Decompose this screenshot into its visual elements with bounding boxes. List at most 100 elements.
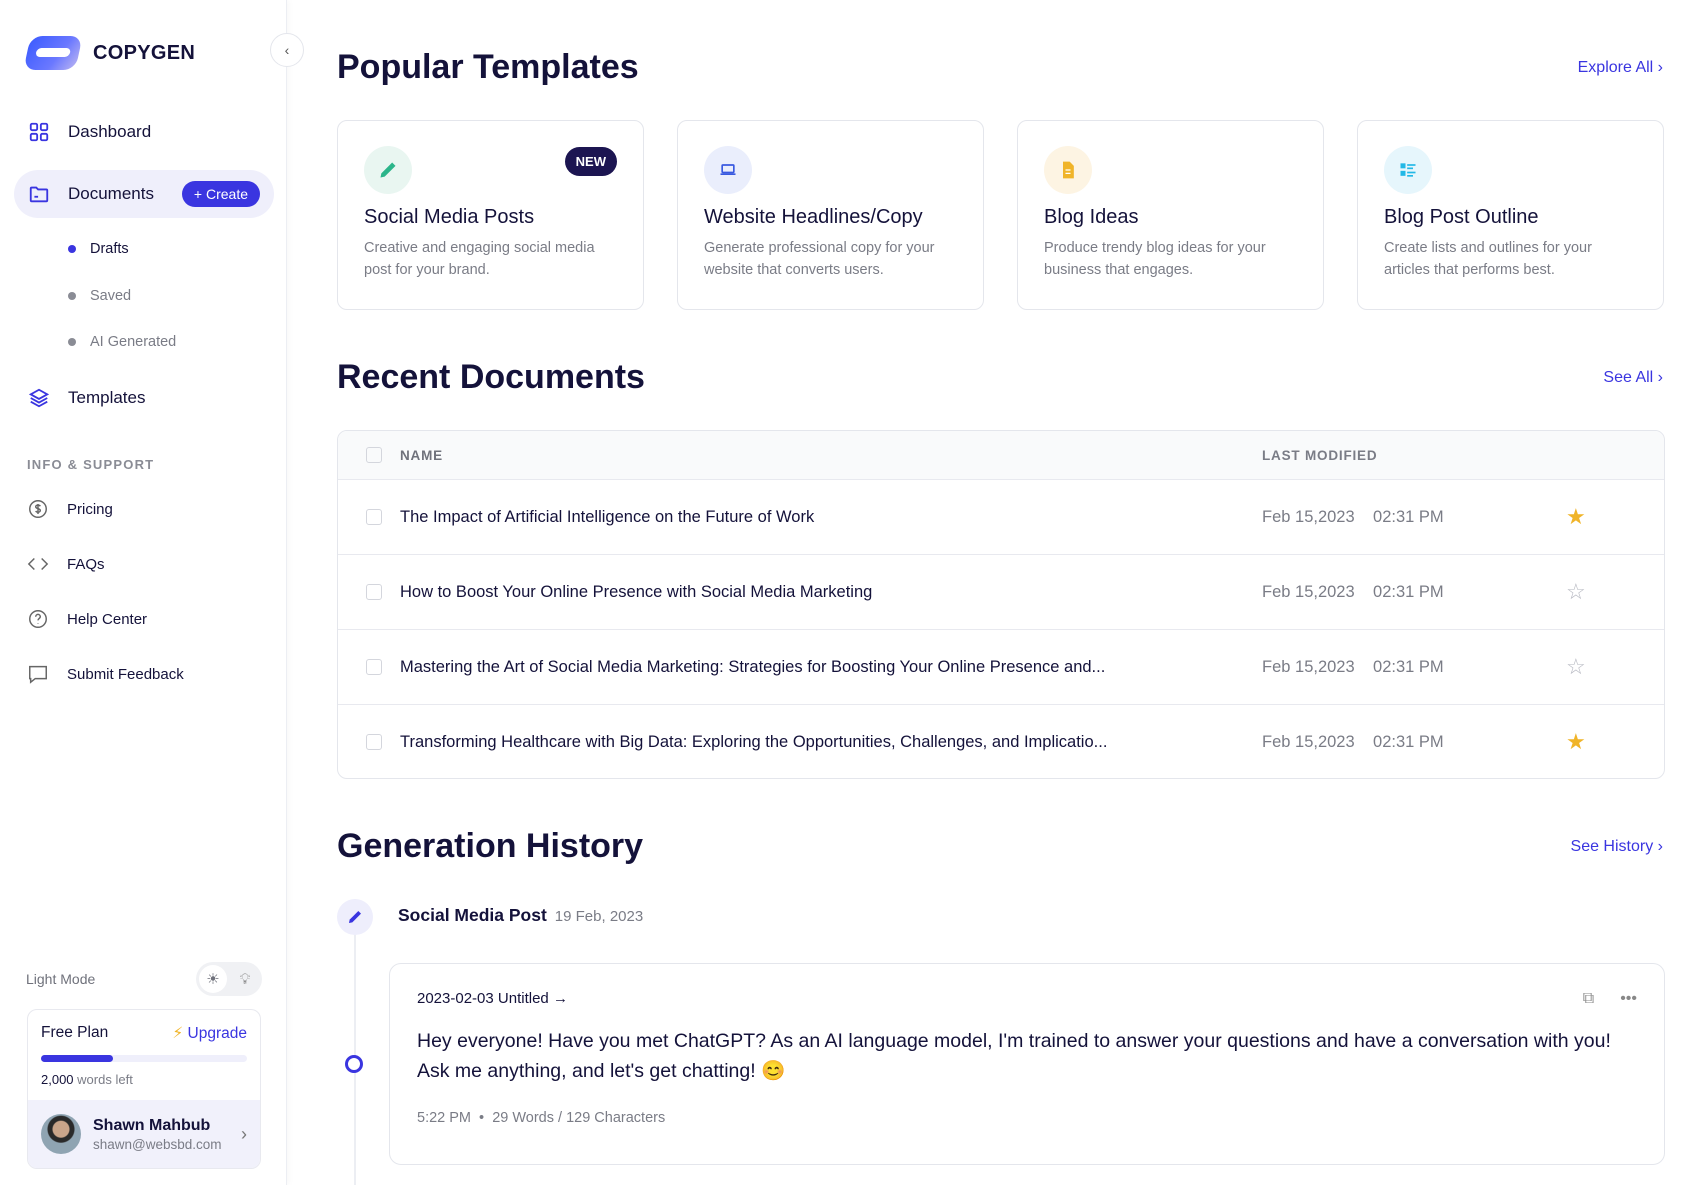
sidebar-item-help-center[interactable]: Help Center xyxy=(27,608,147,630)
chevron-right-icon: › xyxy=(241,1123,247,1144)
table-row[interactable]: Transforming Healthcare with Big Data: E… xyxy=(338,704,1664,778)
template-title: Social Media Posts xyxy=(364,206,535,228)
plan-name: Free Plan xyxy=(41,1024,109,1041)
logo[interactable]: COPYGEN xyxy=(23,36,196,70)
section-label: INFO & SUPPORT xyxy=(27,457,155,472)
template-card[interactable]: Blog Post Outline Create lists and outli… xyxy=(1357,120,1664,310)
row-checkbox[interactable] xyxy=(366,584,382,600)
template-title: Website Headlines/Copy xyxy=(704,206,923,228)
template-title: Blog Post Outline xyxy=(1384,206,1539,228)
mode-label: Light Mode xyxy=(26,971,96,987)
explore-all-link[interactable]: Explore All › xyxy=(1578,59,1663,77)
last-modified: Feb 15,2023 02:31 PM xyxy=(1262,658,1566,677)
subnav-saved[interactable]: Saved xyxy=(68,288,131,304)
column-header-name[interactable]: NAME xyxy=(400,447,443,463)
sidebar-item-label: Help Center xyxy=(67,610,148,628)
pencil-icon xyxy=(364,146,412,194)
message-icon xyxy=(29,665,47,684)
sidebar: COPYGEN Dashboard Documents + Create Dra… xyxy=(0,0,287,1185)
star-icon[interactable]: ★ xyxy=(1566,504,1586,529)
see-history-link[interactable]: See History › xyxy=(1571,838,1663,856)
section-title: Generation History xyxy=(337,827,644,865)
table-header: NAME LAST MODIFIED xyxy=(338,431,1664,479)
entry-type: Social Media Post xyxy=(398,905,547,925)
sidebar-item-submit-feedback[interactable]: Submit Feedback xyxy=(27,663,184,685)
history-card: 2023-02-03 Untitled → ⧉ ••• Hey everyone!… xyxy=(389,963,1665,1165)
laptop-icon xyxy=(704,146,752,194)
chevron-left-icon: ‹ xyxy=(284,42,290,58)
chevron-right-icon: › xyxy=(1657,59,1663,76)
document-name[interactable]: The Impact of Artificial Intelligence on… xyxy=(400,507,815,526)
template-card[interactable]: Website Headlines/Copy Generate professi… xyxy=(677,120,984,310)
column-header-modified[interactable]: LAST MODIFIED xyxy=(1262,447,1378,463)
subnav-label: Saved xyxy=(90,288,132,304)
document-name[interactable]: Transforming Healthcare with Big Data: E… xyxy=(400,732,1108,751)
document-name[interactable]: Mastering the Art of Social Media Market… xyxy=(400,657,1106,676)
folder-icon xyxy=(29,186,49,203)
bolt-icon: ⚡︎ xyxy=(172,1025,184,1042)
template-card[interactable]: NEW Social Media Posts Creative and enga… xyxy=(337,120,644,310)
documents-table: NAME LAST MODIFIED The Impact of Artific… xyxy=(337,430,1665,779)
sidebar-item-label: Dashboard xyxy=(68,122,152,141)
upgrade-label: Upgrade xyxy=(187,1025,247,1042)
document-link[interactable]: 2023-02-03 Untitled → xyxy=(417,990,568,1008)
link-label: Explore All xyxy=(1577,59,1654,76)
template-card[interactable]: Blog Ideas Produce trendy blog ideas for… xyxy=(1017,120,1324,310)
user-profile[interactable]: Shawn Mahbub shawn@websbd.com › xyxy=(28,1100,260,1168)
sidebar-item-pricing[interactable]: Pricing xyxy=(27,498,113,520)
last-modified: Feb 15,2023 02:31 PM xyxy=(1262,508,1566,527)
chevron-right-icon: › xyxy=(1657,838,1663,855)
arrow-right-icon: → xyxy=(552,990,568,1007)
link-label: See History xyxy=(1570,838,1654,855)
bullet-icon xyxy=(68,292,76,300)
row-checkbox[interactable] xyxy=(366,734,382,750)
document-name[interactable]: How to Boost Your Online Presence with S… xyxy=(400,582,873,601)
copy-icon[interactable]: ⧉ xyxy=(1582,990,1595,1007)
link-label: See All xyxy=(1603,369,1654,386)
mode-toggle[interactable]: ☀ 💡︎ xyxy=(196,962,262,996)
select-all-checkbox[interactable] xyxy=(366,447,382,463)
doc-title: 2023-02-03 Untitled xyxy=(417,990,549,1007)
sidebar-item-documents[interactable]: Documents + Create xyxy=(14,170,274,218)
more-options-icon[interactable]: ••• xyxy=(1620,990,1637,1007)
star-icon[interactable]: ☆ xyxy=(1566,579,1586,604)
bullet-icon xyxy=(68,338,76,346)
subnav-label: Drafts xyxy=(90,241,129,257)
subnav-ai-generated[interactable]: AI Generated xyxy=(68,334,176,350)
sidebar-item-label: Pricing xyxy=(67,500,113,518)
brand-name: COPYGEN xyxy=(93,41,196,64)
table-row[interactable]: Mastering the Art of Social Media Market… xyxy=(338,629,1664,704)
history-entry-title: Social Media Post 19 Feb, 2023 xyxy=(398,905,643,926)
user-email: shawn@websbd.com xyxy=(93,1136,222,1152)
sidebar-item-faqs[interactable]: FAQs xyxy=(27,553,105,575)
create-document-button[interactable]: + Create xyxy=(181,181,260,207)
collapse-sidebar-button[interactable]: ‹ xyxy=(270,33,304,67)
table-row[interactable]: The Impact of Artificial Intelligence on… xyxy=(338,479,1664,554)
sidebar-item-templates[interactable]: Templates xyxy=(14,374,274,422)
subnav-drafts[interactable]: Drafts xyxy=(68,241,129,257)
words-count: 2,000 xyxy=(41,1072,74,1087)
sun-icon[interactable]: ☀ xyxy=(199,965,227,993)
plan-card: Free Plan ⚡︎ Upgrade 2,000 words left Sh… xyxy=(27,1009,261,1169)
theme-switch: Light Mode ☀ 💡︎ xyxy=(26,962,262,996)
row-checkbox[interactable] xyxy=(366,509,382,525)
code-icon xyxy=(27,557,49,571)
new-badge: NEW xyxy=(564,147,617,176)
upgrade-link[interactable]: ⚡︎ Upgrade xyxy=(172,1024,247,1043)
page-title: Popular Templates xyxy=(337,48,639,86)
entry-meta: 5:22 PM • 29 Words / 129 Characters xyxy=(417,1110,666,1126)
date: Feb 15,2023 xyxy=(1262,582,1355,601)
time: 02:31 PM xyxy=(1373,732,1444,751)
timeline-pencil-icon xyxy=(337,899,373,935)
list-icon xyxy=(1384,146,1432,194)
see-all-link[interactable]: See All › xyxy=(1603,369,1663,387)
row-checkbox[interactable] xyxy=(366,659,382,675)
sidebar-item-dashboard[interactable]: Dashboard xyxy=(14,108,274,156)
star-icon[interactable]: ★ xyxy=(1566,729,1586,754)
logo-icon xyxy=(23,36,83,70)
bulb-icon[interactable]: 💡︎ xyxy=(239,970,251,988)
star-icon[interactable]: ☆ xyxy=(1566,654,1586,679)
user-name: Shawn Mahbub xyxy=(93,1116,211,1134)
date: Feb 15,2023 xyxy=(1262,507,1355,526)
table-row[interactable]: How to Boost Your Online Presence with S… xyxy=(338,554,1664,629)
